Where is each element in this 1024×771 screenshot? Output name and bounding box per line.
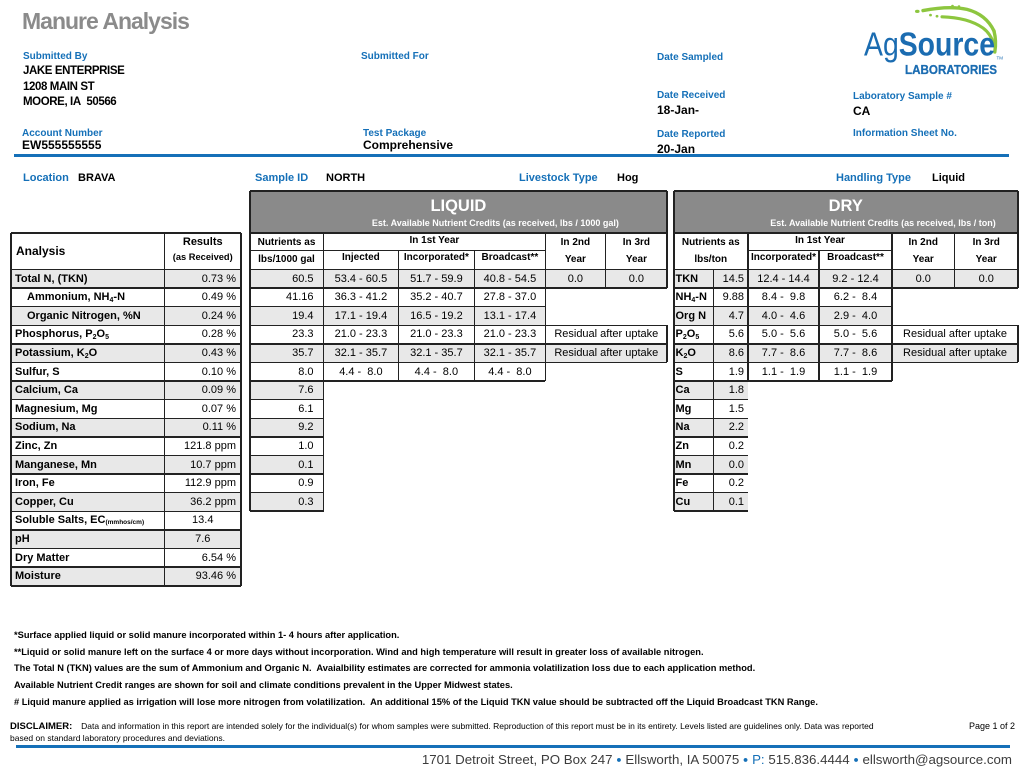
svg-text:TM: TM [997, 56, 1004, 61]
svg-text:LABORATORIES: LABORATORIES [905, 62, 997, 77]
svg-text:AgSource: AgSource [864, 25, 995, 62]
